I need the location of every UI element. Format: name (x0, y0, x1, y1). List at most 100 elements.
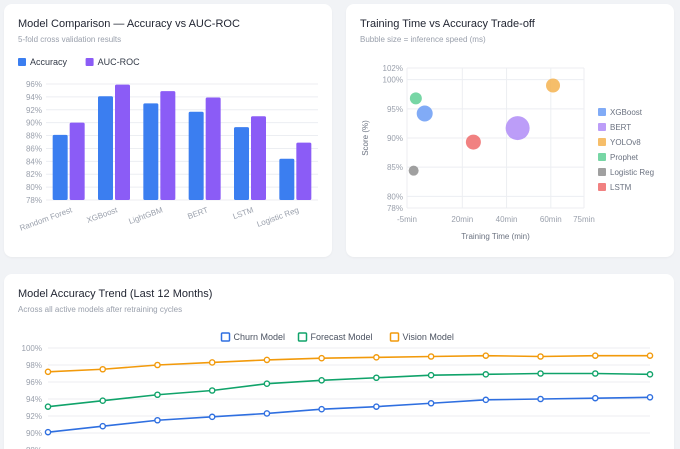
bubble-x-tick-label: 75min (573, 215, 595, 224)
line-point (318, 377, 325, 384)
tradeoff-subtitle: Bubble size = inference speed (ms) (360, 35, 486, 44)
model-comparison-card: Model Comparison — Accuracy vs AUC-ROC 5… (4, 4, 332, 257)
bar-auc-roc (115, 84, 130, 200)
bar-category-label: LSTM (232, 205, 255, 221)
line-point (154, 391, 161, 399)
bar-y-tick-label: 86% (26, 144, 42, 153)
bubble-y-tick-label: 78% (387, 204, 403, 213)
line-point (318, 354, 325, 362)
line-point (591, 394, 599, 402)
bubble-point (546, 78, 561, 93)
bar-accuracy (52, 134, 68, 200)
bubble-chart: 78% 80% 85% 90% 95% 100% 102% -5min 20min 40min 60… (361, 64, 654, 241)
bubble-legend-swatch (598, 108, 606, 116)
line-series-churn-model (47, 396, 651, 433)
bar-accuracy (234, 127, 249, 200)
line-legend-label: Vision Model (403, 332, 454, 342)
line-y-tick-label: 94% (26, 395, 42, 404)
line-point (318, 405, 325, 413)
model-comparison-subtitle: 5-fold cross validation results (18, 35, 122, 44)
line-series-vision-model (47, 354, 650, 373)
line-series-forecast-model (47, 372, 651, 408)
bar-legend-swatch (18, 58, 26, 66)
bubble-legend-label: YOLOv8 (610, 138, 641, 147)
bar-y-tick-label: 88% (26, 132, 42, 141)
bubble-y-axis-label: Score (%) (361, 120, 370, 156)
bar-y-tick-label: 90% (26, 119, 42, 128)
line-point (646, 394, 654, 401)
bubble-x-tick-label: 20min (451, 215, 473, 224)
line-point (263, 380, 271, 387)
tradeoff-title: Training Time vs Accuracy Trade-off (360, 18, 535, 30)
bar-category-label: BERT (186, 205, 209, 221)
line-legend-label: Churn Model (234, 332, 286, 342)
bar-y-tick-label: 84% (26, 157, 42, 166)
bubble-point (465, 134, 481, 150)
line-point (154, 361, 161, 369)
bubble-point (408, 165, 419, 176)
bubble-y-tick-label: 80% (387, 192, 403, 201)
bar-category-label: XGBoost (86, 205, 120, 225)
bubble-legend-label: BERT (610, 123, 631, 132)
bar-y-tick-label: 94% (26, 93, 42, 102)
line-point (646, 352, 654, 359)
bar-chart: 78% 80% 82% 84% 86% 88% 90% 92% 94% 96% Random For… (18, 57, 318, 233)
bubble-legend-swatch (598, 168, 606, 176)
line-y-tick-label: 98% (26, 361, 42, 370)
bubble-point (416, 105, 433, 122)
bar-auc-roc (205, 97, 221, 200)
bar-category-label: Random Forest (18, 205, 74, 233)
bar-auc-roc (296, 142, 312, 200)
bubble-legend-label: Prophet (610, 153, 639, 162)
line-point (208, 387, 216, 394)
line-point (263, 410, 271, 417)
bubble-x-tick-label: -5min (397, 215, 417, 224)
line-point (44, 428, 52, 436)
line-point (208, 413, 216, 421)
bubble-legend-label: Logistic Reg (610, 168, 654, 177)
line-point (482, 352, 490, 359)
line-point (591, 370, 599, 377)
bar-legend-label: Accuracy (30, 57, 68, 67)
bar-y-tick-label: 92% (26, 106, 42, 115)
bubble-legend-swatch (598, 138, 606, 146)
line-y-tick-label: 88% (26, 446, 42, 449)
line-y-tick-label: 100% (22, 344, 42, 353)
bar-y-tick-label: 96% (26, 80, 42, 89)
bar-y-tick-label: 82% (26, 170, 42, 179)
line-point (427, 399, 435, 407)
bar-accuracy (279, 158, 295, 200)
line-point (537, 395, 544, 403)
bubble-legend-swatch (598, 183, 606, 191)
bubble-y-tick-label: 90% (387, 134, 403, 143)
line-y-tick-label: 92% (26, 412, 42, 421)
accuracy-trend-card: Model Accuracy Trend (Last 12 Months) Ac… (4, 274, 674, 449)
bubble-legend-swatch (598, 123, 606, 131)
bar-category-label: Logistic Reg (256, 205, 300, 229)
bubble-y-tick-label: 85% (387, 163, 403, 172)
line-point (537, 353, 544, 360)
line-legend-swatch (220, 332, 231, 342)
line-point (373, 354, 380, 361)
bar-auc-roc (251, 116, 266, 200)
bubble-legend-label: XGBoost (610, 108, 643, 117)
line-point (263, 356, 271, 364)
bar-auc-roc (69, 122, 85, 200)
bubble-y-tick-label: 95% (387, 105, 403, 114)
line-point (44, 368, 52, 376)
bubble-x-tick-label: 40min (496, 215, 518, 224)
line-point (537, 370, 544, 377)
line-y-tick-label: 90% (26, 429, 42, 438)
bubble-y-tick-label: 102% (383, 64, 403, 73)
line-point (208, 359, 216, 366)
bubble-y-tick-label: 100% (383, 76, 403, 85)
bar-legend-swatch (85, 58, 94, 66)
bar-auc-roc (160, 91, 176, 200)
line-point (482, 396, 490, 404)
line-point (427, 353, 435, 360)
line-point (482, 371, 490, 378)
bubble-point (505, 116, 530, 141)
line-legend-label: Forecast Model (311, 332, 373, 342)
line-point (373, 403, 380, 410)
bar-accuracy (143, 103, 159, 200)
